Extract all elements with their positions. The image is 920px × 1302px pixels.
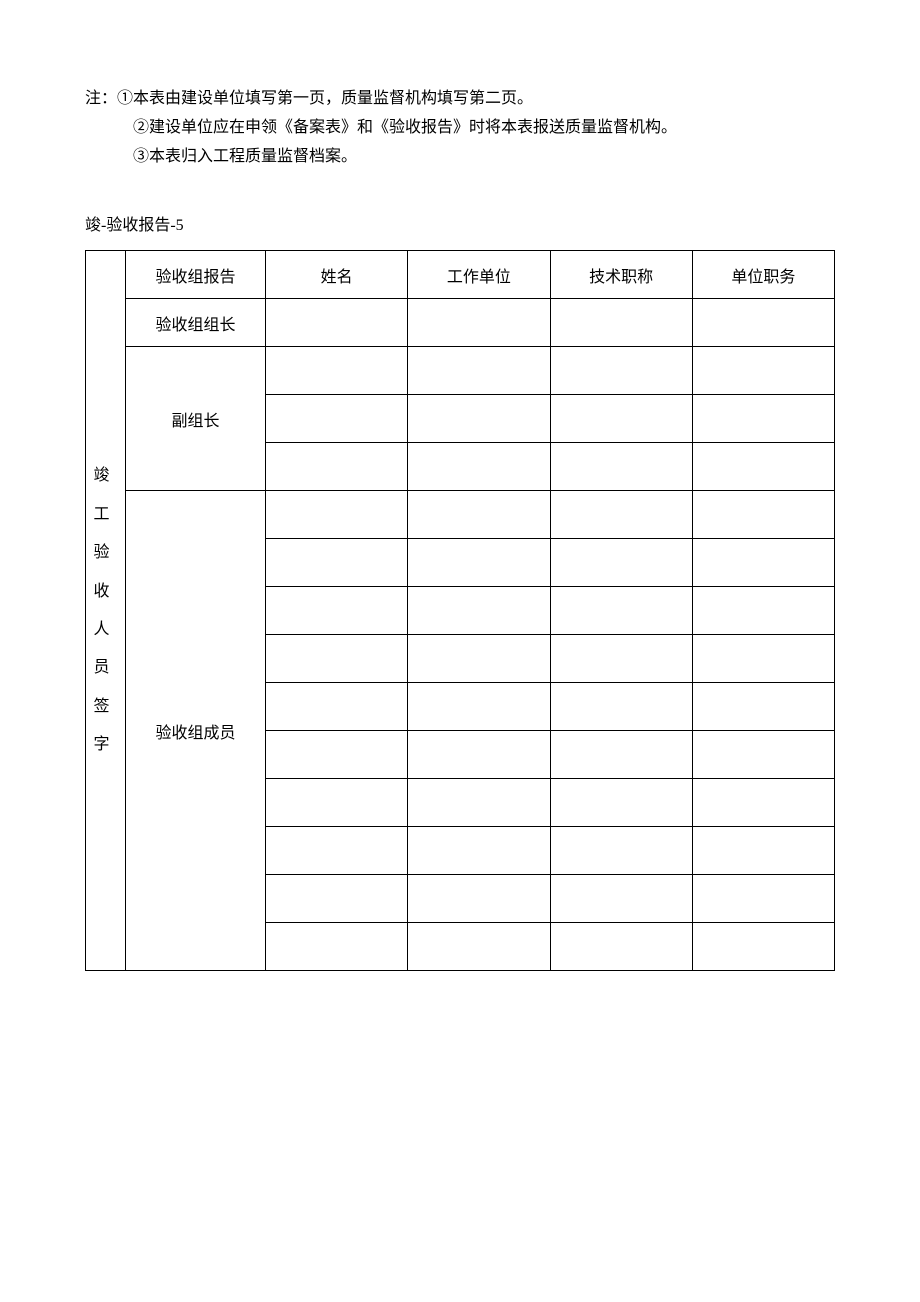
acceptance-table: 竣工验收人员签字 验收组报告 姓名 工作单位 技术职称 单位职务 验收组组长 副… [85, 250, 835, 971]
cell-title [550, 827, 692, 875]
cell-title [550, 491, 692, 539]
notes-block: 注： ①本表由建设单位填写第一页，质量监督机构填写第二页。 ②建设单位应在申领《… [85, 85, 835, 171]
cell-position [692, 683, 834, 731]
section-label: 竣-验收报告-5 [85, 211, 835, 235]
cell-unit [408, 827, 550, 875]
cell-position [692, 731, 834, 779]
cell-title [550, 779, 692, 827]
cell-unit [408, 779, 550, 827]
cell-name [266, 731, 408, 779]
table-row: 副组长 [86, 347, 835, 395]
cell-position [692, 539, 834, 587]
cell-title [550, 875, 692, 923]
role-member: 验收组成员 [126, 491, 266, 971]
cell-position [692, 299, 834, 347]
cell-name [266, 395, 408, 443]
cell-unit [408, 491, 550, 539]
cell-unit [408, 443, 550, 491]
cell-name [266, 587, 408, 635]
note-1-text: ①本表由建设单位填写第一页，质量监督机构填写第二页。 [117, 85, 533, 114]
cell-unit [408, 875, 550, 923]
cell-name [266, 491, 408, 539]
cell-name [266, 923, 408, 971]
table-row: 验收组组长 [86, 299, 835, 347]
table-row: 验收组成员 [86, 491, 835, 539]
cell-position [692, 827, 834, 875]
cell-position [692, 587, 834, 635]
cell-title [550, 395, 692, 443]
cell-unit [408, 347, 550, 395]
header-c2: 姓名 [266, 251, 408, 299]
cell-title [550, 923, 692, 971]
note-3: ③本表归入工程质量监督档案。 [85, 143, 835, 172]
header-c1: 验收组报告 [126, 251, 266, 299]
cell-name [266, 827, 408, 875]
cell-title [550, 347, 692, 395]
cell-name [266, 635, 408, 683]
cell-name [266, 443, 408, 491]
cell-unit [408, 731, 550, 779]
cell-name [266, 299, 408, 347]
cell-unit [408, 539, 550, 587]
note-prefix: 注： [85, 85, 117, 114]
cell-position [692, 347, 834, 395]
cell-unit [408, 299, 550, 347]
vertical-header: 竣工验收人员签字 [86, 251, 126, 971]
header-c4: 技术职称 [550, 251, 692, 299]
cell-title [550, 539, 692, 587]
note-2: ②建设单位应在申领《备案表》和《验收报告》时将本表报送质量监督机构。 [85, 114, 835, 143]
cell-name [266, 539, 408, 587]
note-1: 注： ①本表由建设单位填写第一页，质量监督机构填写第二页。 [85, 85, 835, 114]
cell-title [550, 731, 692, 779]
cell-title [550, 683, 692, 731]
cell-unit [408, 923, 550, 971]
role-leader: 验收组组长 [126, 299, 266, 347]
cell-unit [408, 635, 550, 683]
cell-title [550, 635, 692, 683]
cell-name [266, 347, 408, 395]
role-deputy: 副组长 [126, 347, 266, 491]
cell-title [550, 443, 692, 491]
cell-position [692, 779, 834, 827]
header-c3: 工作单位 [408, 251, 550, 299]
cell-name [266, 683, 408, 731]
cell-unit [408, 395, 550, 443]
cell-name [266, 875, 408, 923]
cell-title [550, 299, 692, 347]
cell-unit [408, 587, 550, 635]
cell-position [692, 395, 834, 443]
cell-unit [408, 683, 550, 731]
cell-position [692, 491, 834, 539]
table-header-row: 竣工验收人员签字 验收组报告 姓名 工作单位 技术职称 单位职务 [86, 251, 835, 299]
cell-position [692, 635, 834, 683]
cell-name [266, 779, 408, 827]
cell-position [692, 875, 834, 923]
header-c5: 单位职务 [692, 251, 834, 299]
cell-position [692, 923, 834, 971]
cell-title [550, 587, 692, 635]
cell-position [692, 443, 834, 491]
